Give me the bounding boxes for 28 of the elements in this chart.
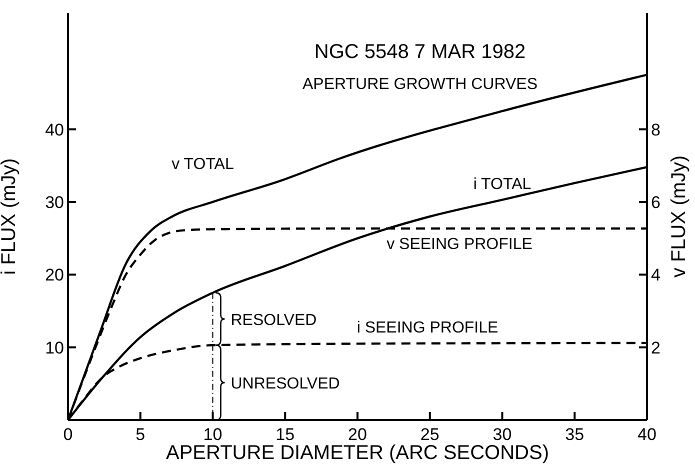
text: APERTURE GROWTH CURVES (302, 76, 538, 93)
y2-tick-label: 2 (651, 338, 660, 358)
x-tick-label: 30 (492, 425, 512, 444)
series-label: v TOTAL (172, 156, 234, 173)
y2-tick-label: 8 (651, 120, 660, 140)
x-tick-label: 20 (348, 425, 367, 444)
annotation: RESOLVED (230, 312, 317, 329)
y2-tick-label: 4 (651, 266, 660, 285)
x-tick-label: 40 (638, 425, 656, 444)
x-tick-label: 5 (136, 425, 146, 444)
text: NGC 5548 7 MAR 1982 (314, 41, 526, 63)
y2-tick-label: 6 (651, 193, 660, 212)
series-label: i SEEING PROFILE (356, 320, 498, 337)
x-tick-label: 25 (420, 425, 440, 444)
y-tick-label: 20 (45, 266, 64, 285)
x-tick-label: 35 (565, 425, 584, 444)
y-tick-label: 10 (45, 338, 64, 358)
annotation: UNRESOLVED (230, 376, 340, 393)
y-axis-title: i FLUX (mJy) (0, 158, 20, 275)
y-tick-label: 40 (45, 120, 64, 140)
x-tick-label: 0 (63, 425, 73, 444)
y2-axis-title: v FLUX (mJy) (668, 155, 690, 278)
series-label: v SEEING PROFILE (386, 236, 532, 253)
x-axis-title: APERTURE DIAMETER (ARC SECONDS) (166, 442, 550, 464)
series-label: i TOTAL (473, 176, 532, 193)
x-tick-label: 10 (203, 425, 222, 444)
y-tick-label: 30 (45, 193, 64, 212)
x-tick-label: 15 (276, 425, 295, 444)
